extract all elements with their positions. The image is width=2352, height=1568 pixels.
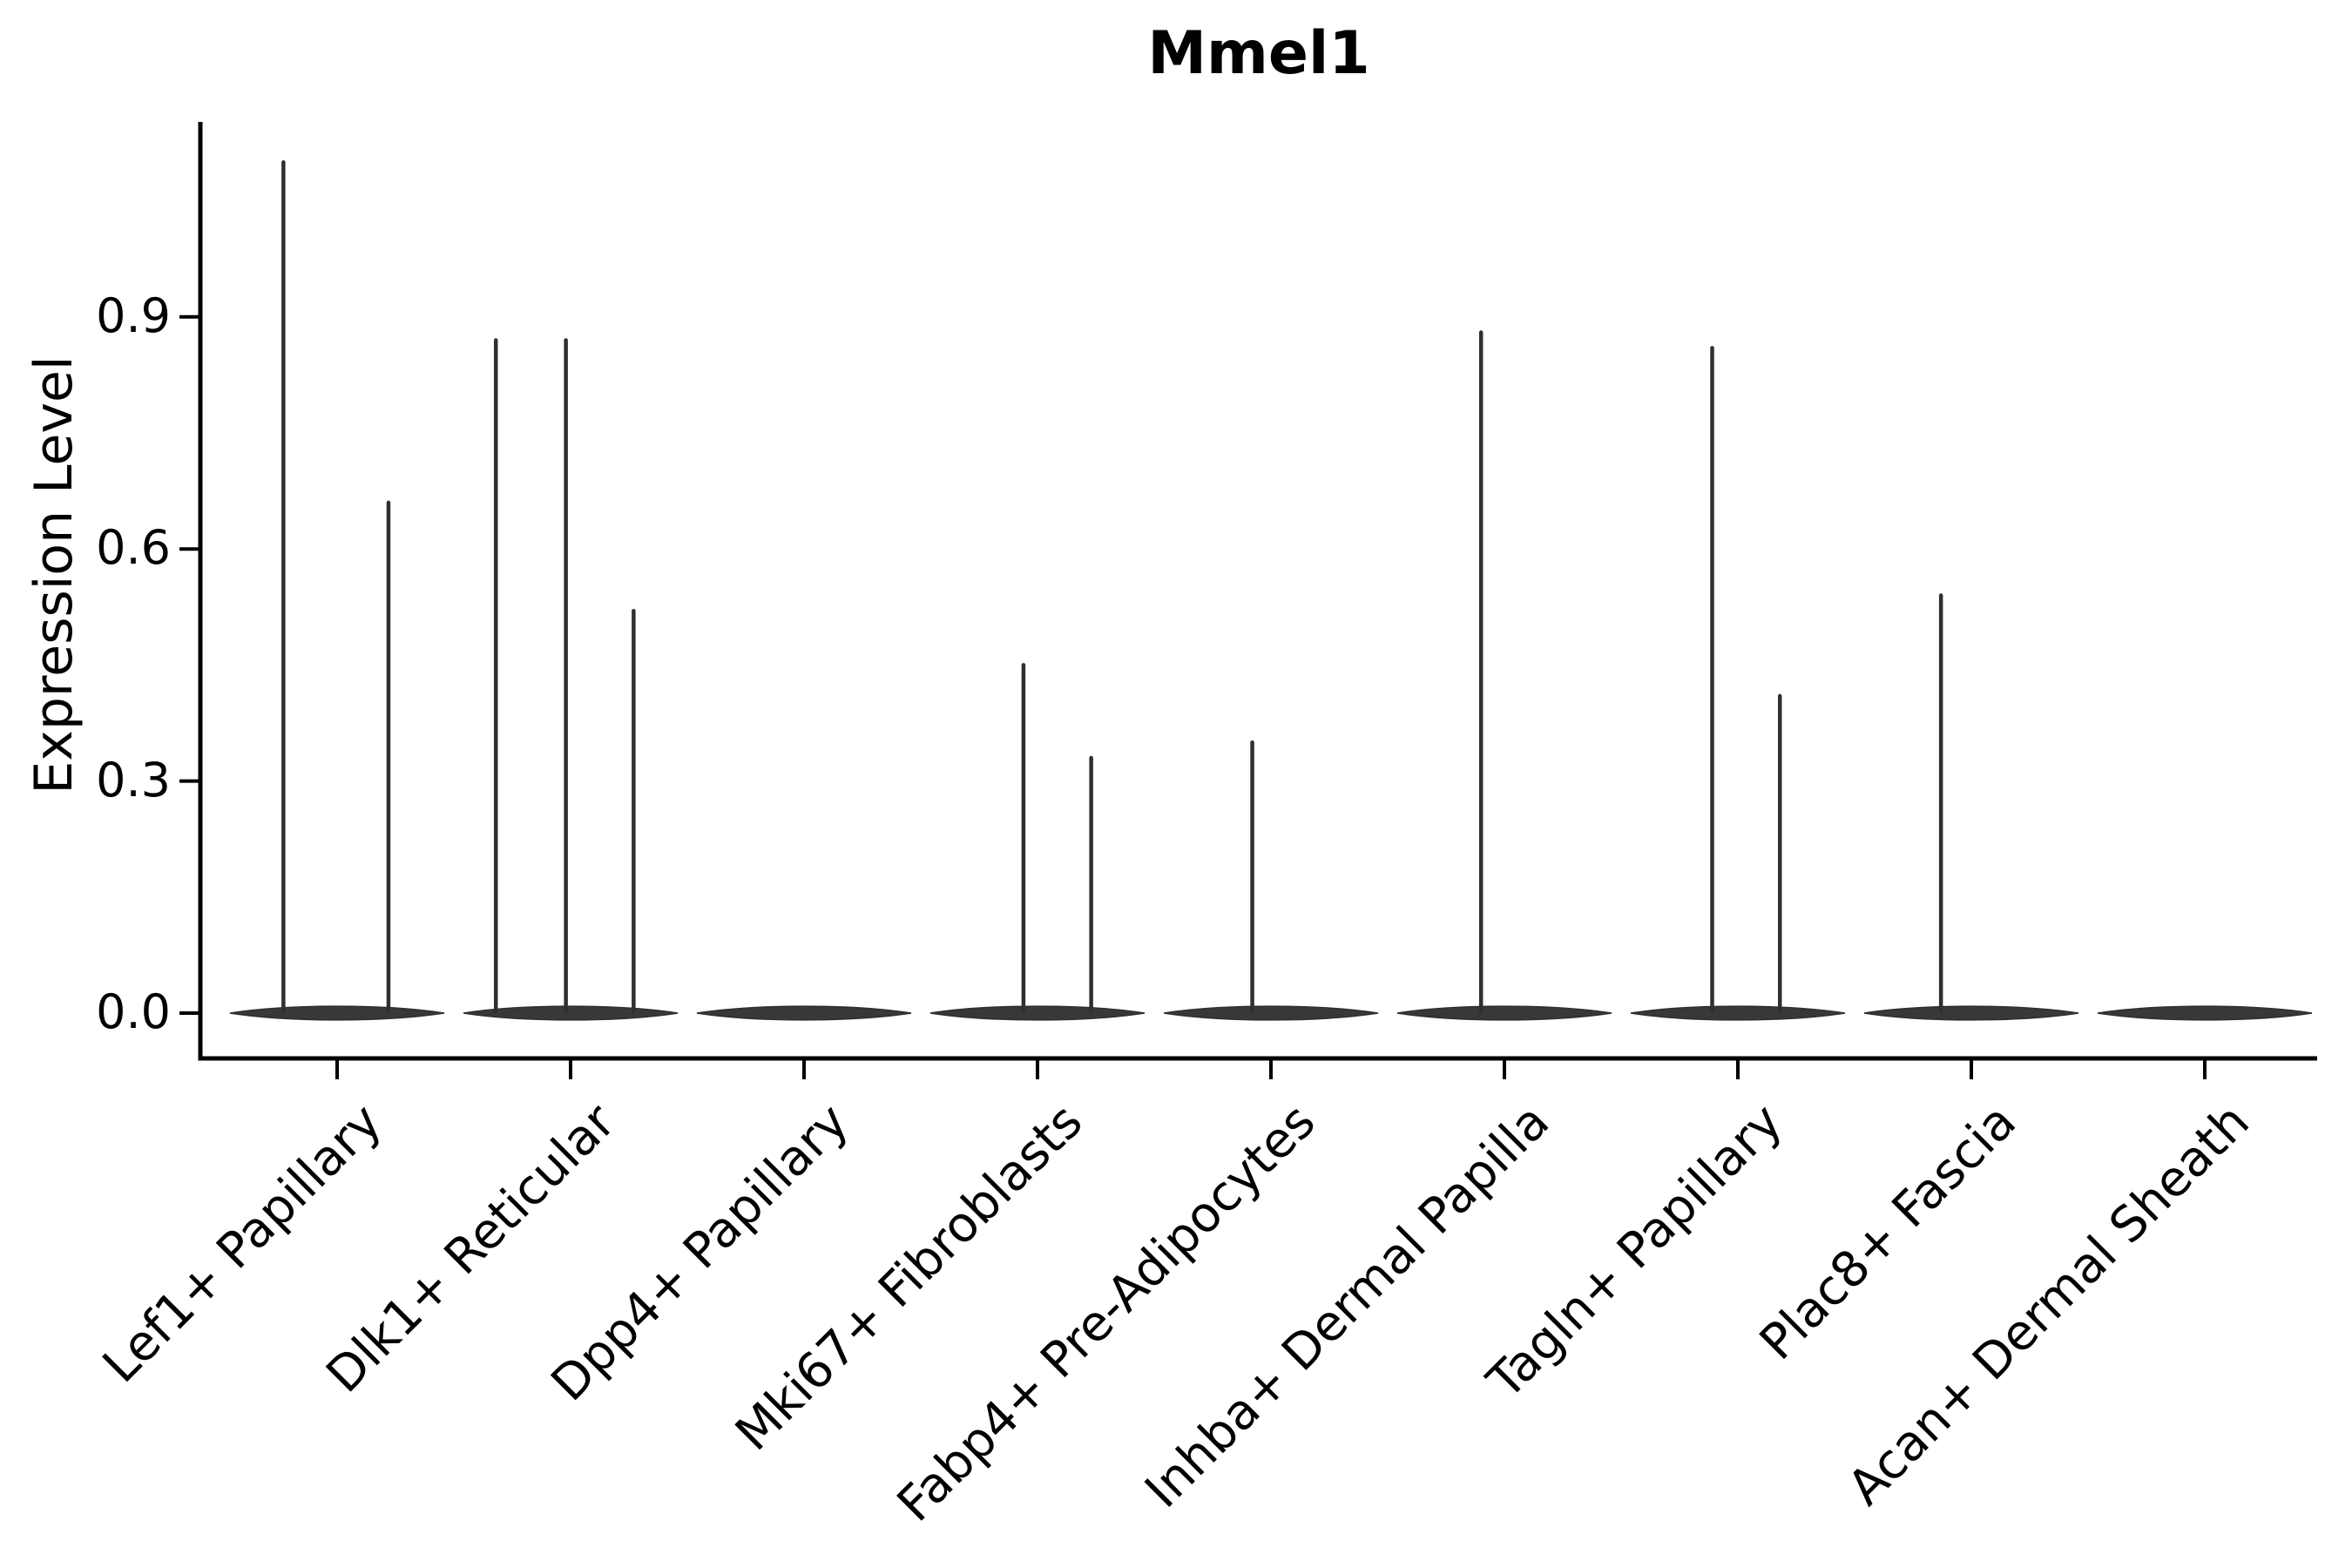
chart-title: Mmel1 — [1147, 19, 1370, 88]
baseline-violin — [463, 1005, 679, 1021]
baseline-violin — [229, 1005, 445, 1021]
baseline-violin — [929, 1005, 1146, 1021]
baseline-violin — [1863, 1005, 2079, 1021]
baseline-violin — [1163, 1005, 1379, 1021]
y-tick-label: 0.9 — [96, 288, 171, 344]
y-tick-label: 0.6 — [96, 520, 171, 576]
y-axis-label: Expression Level — [24, 355, 84, 794]
baseline-violin — [696, 1005, 912, 1021]
baseline-violin — [1630, 1005, 1846, 1021]
y-tick-label: 0.0 — [96, 984, 171, 1040]
baseline-violin — [1396, 1005, 1612, 1021]
baseline-violin — [2097, 1005, 2313, 1021]
y-tick-label: 0.3 — [96, 752, 171, 808]
